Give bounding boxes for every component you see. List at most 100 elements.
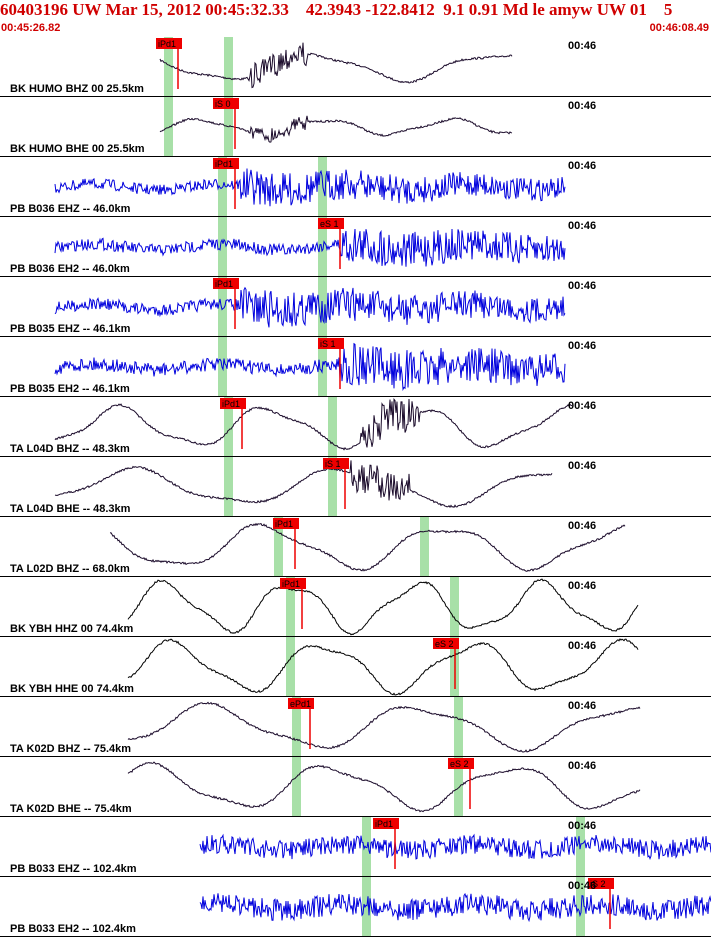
trace-row[interactable]: iS 0 00:46 BK HUMO BHE 00 25.5km <box>0 97 711 157</box>
pick-label: iS 1 <box>320 339 336 349</box>
waveform <box>199 833 711 860</box>
pick-label: iPd1 <box>282 579 300 589</box>
waveform <box>54 286 566 328</box>
pick-window <box>450 577 459 637</box>
pick-window <box>362 877 371 937</box>
station-label: BK YBH HHZ 00 74.4km <box>10 623 134 635</box>
pick-box[interactable] <box>373 818 399 829</box>
waveform <box>109 522 626 572</box>
pick-label: iPd1 <box>215 279 233 289</box>
waveform <box>199 892 711 923</box>
station-label: TA L02D BHZ -- 68.0km <box>10 563 130 575</box>
station-label: TA K02D BHE -- 75.4km <box>10 803 132 815</box>
pick-window <box>224 37 233 97</box>
pick-box[interactable] <box>156 38 182 49</box>
pick-label: iS 2 <box>590 879 606 889</box>
start-time: 00:45:26.82 <box>1 22 61 34</box>
pick-window <box>362 817 371 877</box>
pick-label: iS 1 <box>325 459 341 469</box>
waveform <box>127 761 641 813</box>
pick-window <box>224 397 233 457</box>
waveform <box>127 578 639 636</box>
pick-box[interactable] <box>220 398 246 409</box>
seismogram-header: 60403196 UW Mar 15, 2012 00:45:32.33 42.… <box>0 0 711 37</box>
waveform <box>159 115 513 143</box>
time-marker: 00:46 <box>568 220 596 232</box>
pick-window <box>454 757 463 817</box>
station-label: PB B036 EH2 -- 46.0km <box>10 263 130 275</box>
trace-row[interactable]: iPd1 00:46 BK YBH HHZ 00 74.4km <box>0 577 711 637</box>
station-label: PB B035 EHZ -- 46.1km <box>10 323 131 335</box>
time-marker: 00:46 <box>568 280 596 292</box>
time-marker: 00:46 <box>568 580 596 592</box>
time-marker: 00:46 <box>568 460 596 472</box>
time-marker: 00:46 <box>568 100 596 112</box>
pick-window <box>164 97 173 157</box>
trace-row[interactable]: iPd1 00:46 TA L02D BHZ -- 68.0km <box>0 517 711 577</box>
pick-box[interactable] <box>318 338 344 349</box>
trace-row[interactable]: iS 1 00:46 TA L04D BHE -- 48.3km <box>0 457 711 517</box>
trace-row[interactable]: iPd1 00:46 PB B036 EHZ -- 46.0km <box>0 157 711 217</box>
time-marker: 00:46 <box>568 160 596 172</box>
pick-window <box>224 457 233 517</box>
time-marker: 00:46 <box>568 700 596 712</box>
waveform <box>127 701 641 753</box>
station-label: PB B033 EH2 -- 102.4km <box>10 923 136 935</box>
time-marker: 00:46 <box>568 880 596 892</box>
trace-row[interactable]: iPd1 00:46 BK HUMO BHZ 00 25.5km <box>0 37 711 97</box>
trace-row[interactable]: eS 2 00:46 BK YBH HHE 00 74.4km <box>0 637 711 697</box>
station-label: BK YBH HHE 00 74.4km <box>10 683 134 695</box>
pick-window <box>164 37 173 97</box>
waveform <box>54 342 566 392</box>
station-label: BK HUMO BHZ 00 25.5km <box>10 83 144 95</box>
end-time: 00:46:08.49 <box>649 22 709 34</box>
pick-box[interactable] <box>288 698 314 709</box>
pick-window <box>286 577 295 637</box>
pick-window <box>576 877 585 937</box>
trace-row[interactable]: ePd1 00:46 TA K02D BHZ -- 75.4km <box>0 697 711 757</box>
waveform <box>54 397 573 451</box>
trace-row[interactable]: iPd1 00:46 TA L04D BHZ -- 48.3km <box>0 397 711 457</box>
station-label: PB B035 EH2 -- 46.1km <box>10 383 130 395</box>
time-marker: 00:46 <box>568 400 596 412</box>
pick-window <box>420 517 429 577</box>
waveform <box>127 638 639 696</box>
time-marker: 00:46 <box>568 640 596 652</box>
waveform <box>54 460 553 509</box>
trace-row[interactable]: iPd1 00:46 PB B033 EHZ -- 102.4km <box>0 817 711 877</box>
pick-box[interactable] <box>213 158 239 169</box>
pick-window <box>218 217 227 277</box>
pick-box[interactable] <box>323 458 349 469</box>
pick-label: iPd1 <box>158 39 176 49</box>
pick-box[interactable] <box>588 878 614 889</box>
pick-box[interactable] <box>273 518 299 529</box>
pick-label: iPd1 <box>215 159 233 169</box>
trace-row[interactable]: iS 1 00:46 PB B035 EH2 -- 46.1km <box>0 337 711 397</box>
pick-box[interactable] <box>318 218 344 229</box>
waveform <box>54 168 566 207</box>
pick-box[interactable] <box>433 638 459 649</box>
pick-box[interactable] <box>213 98 239 109</box>
pick-box[interactable] <box>280 578 306 589</box>
station-label: TA L04D BHZ -- 48.3km <box>10 443 130 455</box>
pick-window <box>274 517 283 577</box>
pick-box[interactable] <box>448 758 474 769</box>
trace-row[interactable]: iPd1 00:46 PB B035 EHZ -- 46.1km <box>0 277 711 337</box>
pick-label: iS 0 <box>215 99 231 109</box>
station-label: BK HUMO BHE 00 25.5km <box>10 143 145 155</box>
pick-box[interactable] <box>213 278 239 289</box>
time-marker: 00:46 <box>568 820 596 832</box>
pick-window <box>292 757 301 817</box>
time-marker: 00:46 <box>568 40 596 52</box>
event-title: 60403196 UW Mar 15, 2012 00:45:32.33 42.… <box>0 0 673 19</box>
pick-window <box>218 277 227 337</box>
trace-row[interactable]: eS 1 00:46 PB B036 EH2 -- 46.0km <box>0 217 711 277</box>
pick-label: iPd1 <box>275 519 293 529</box>
pick-window <box>292 697 301 757</box>
pick-window <box>286 637 295 697</box>
pick-label: iPd1 <box>222 399 240 409</box>
trace-row[interactable]: eS 2 00:46 TA K02D BHE -- 75.4km <box>0 757 711 817</box>
trace-panel: iPd1 00:46 BK HUMO BHZ 00 25.5km iS 0 00:46 B… <box>0 37 711 937</box>
trace-row[interactable]: iS 200:46 PB B033 EH2 -- 102.4km <box>0 877 711 937</box>
station-label: PB B036 EHZ -- 46.0km <box>10 203 131 215</box>
